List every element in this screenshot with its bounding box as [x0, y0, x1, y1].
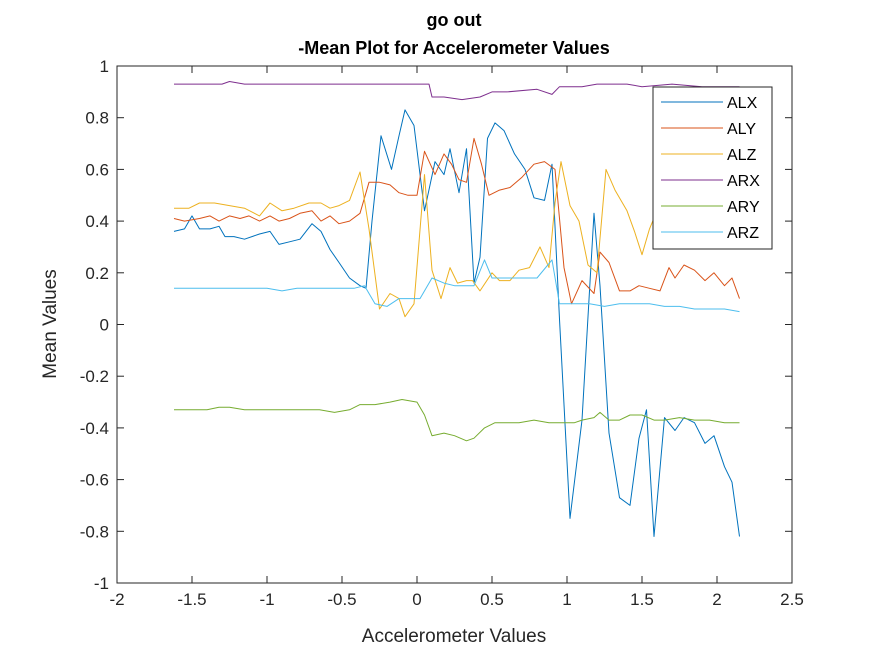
- y-tick-label: -1: [94, 574, 109, 593]
- series-line-arx: [174, 81, 740, 101]
- y-tick-label: -0.2: [80, 367, 109, 386]
- chart-title-line-2: -Mean Plot for Accelerometer Values: [298, 38, 609, 58]
- legend-label-ary: ARY: [727, 199, 760, 216]
- x-tick-label: 2: [712, 590, 721, 609]
- x-tick-label: 1: [562, 590, 571, 609]
- x-tick-label: -1: [259, 590, 274, 609]
- legend-label-alz: ALZ: [727, 147, 757, 164]
- legend-box: [652, 86, 773, 250]
- series-line-alz: [174, 161, 665, 318]
- legend-label-arz: ARZ: [727, 225, 759, 242]
- series-line-aly: [173, 137, 740, 305]
- series-line-ary: [174, 399, 740, 442]
- x-tick-label: 2.5: [780, 590, 804, 609]
- y-tick-label: -0.4: [80, 419, 109, 438]
- x-tick-label: -2: [109, 590, 124, 609]
- y-tick-label: 1: [100, 57, 109, 76]
- x-tick-label: -0.5: [327, 590, 356, 609]
- series-line-alx: [173, 109, 740, 537]
- y-axis-label: Mean Values: [40, 269, 61, 379]
- legend-label-arx: ARX: [727, 173, 760, 190]
- plot-area: -2 -1.5 -1 -0.5 0 0.5 1 1.5 2 2.5 -1 -0.8 -0.6 -0.4 -0…: [80, 57, 804, 609]
- y-tick-label: 0.4: [85, 212, 109, 231]
- y-tick-label: 0.8: [85, 109, 109, 128]
- legend-label-aly: ALY: [727, 121, 756, 138]
- x-tick-label: 0.5: [480, 590, 504, 609]
- x-axis-label: Accelerometer Values: [362, 626, 546, 647]
- y-tick-label: 0: [100, 316, 109, 335]
- x-tick-label: -1.5: [177, 590, 206, 609]
- series-line-arz: [174, 259, 740, 313]
- legend: ALX ALY ALZ ARX ARY ARZ: [652, 86, 773, 250]
- y-tick-label: 0.6: [85, 160, 109, 179]
- chart-title-line-1: go out: [427, 10, 482, 30]
- legend-label-alx: ALX: [727, 95, 758, 112]
- y-tick-label: 0.2: [85, 264, 109, 283]
- y-tick-label: -0.6: [80, 471, 109, 490]
- x-tick-label: 0: [412, 590, 421, 609]
- x-tick-label: 1.5: [630, 590, 654, 609]
- y-tick-label: -0.8: [80, 522, 109, 541]
